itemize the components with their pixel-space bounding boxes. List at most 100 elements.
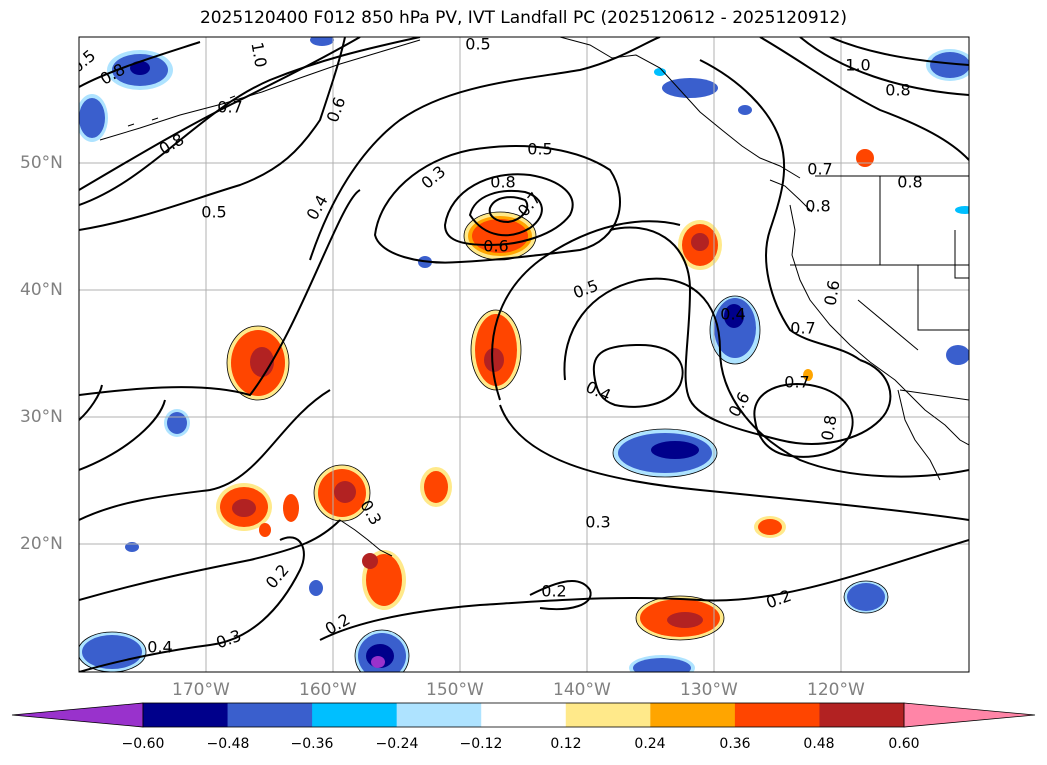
contour-label: 0.2 xyxy=(262,561,293,593)
colorbar-cell xyxy=(396,703,482,727)
colorbar-extend-max xyxy=(903,702,1036,728)
border-states-5 xyxy=(954,230,969,279)
lat-label-40: 40°N xyxy=(20,280,63,300)
contour-label: 0.5 xyxy=(570,276,600,303)
contour-label: 0.7 xyxy=(807,160,832,179)
colorbar-extend-min xyxy=(11,702,144,728)
contour-label: 0.2 xyxy=(763,586,793,613)
contour-label: 0.8 xyxy=(805,197,830,216)
patch-pos-7 xyxy=(283,494,299,522)
colorbar-tick-5: 0.12 xyxy=(550,736,582,752)
patch-neg-12 xyxy=(613,429,717,477)
contour-label: 1.0 xyxy=(247,41,270,69)
colorbar-cell xyxy=(650,703,736,727)
border-states-3 xyxy=(917,265,969,331)
contour-label: 0.8 xyxy=(156,130,188,159)
contour-label: 0.4 xyxy=(147,638,172,657)
patch-neg-6 xyxy=(738,105,752,115)
contour-label: 0.7 xyxy=(217,98,242,117)
patch-neg-15 xyxy=(844,581,888,613)
contour-label: 0.6 xyxy=(820,279,843,307)
contour-label: 0.2 xyxy=(322,610,354,639)
patch-pos-4 xyxy=(471,310,521,390)
lat-label-50: 50°N xyxy=(20,153,63,173)
patch-pos-5 xyxy=(856,149,874,167)
colorbar-tick-6: 0.24 xyxy=(634,736,666,752)
patch-pos-10 xyxy=(362,550,406,610)
patch-pos-2 xyxy=(678,220,722,270)
colorbar-tick-7: 0.36 xyxy=(719,736,751,752)
border-mexico xyxy=(899,389,969,401)
contour-label: 0.8 xyxy=(490,173,515,192)
contour-label: 0.3 xyxy=(585,513,610,532)
border-states-4 xyxy=(857,299,919,351)
contour-label: 0.2 xyxy=(541,582,566,601)
coast-bc xyxy=(769,179,813,213)
contour-label: 0.5 xyxy=(465,35,490,54)
patch-pos-9 xyxy=(420,467,452,507)
lon-label-140w: 140°W xyxy=(553,680,611,700)
colorbar-cell xyxy=(227,703,313,727)
coast-us-west xyxy=(789,204,969,446)
patch-pos-8 xyxy=(314,465,370,521)
colorbar-tick-3: −0.24 xyxy=(375,736,419,752)
patch-neg-7 xyxy=(955,206,969,214)
map-frame xyxy=(78,36,970,673)
colorbar-cell xyxy=(481,703,567,727)
contour-label: 0.3 xyxy=(418,162,450,193)
contour-label: 0.4 xyxy=(583,377,614,405)
contours xyxy=(79,37,969,672)
patch-pos-14 xyxy=(803,369,813,381)
patch-neg-4 xyxy=(926,49,969,81)
contour-label: 0.3 xyxy=(213,626,243,653)
patch-pos-6 xyxy=(216,483,272,531)
contour-label: 0.8 xyxy=(817,414,840,442)
contour-label: 0.8 xyxy=(897,173,922,192)
colorbar-cell xyxy=(312,703,398,727)
contour-label: 0.5 xyxy=(68,46,100,77)
colorbar-cell xyxy=(734,703,820,727)
patch-neg-5 xyxy=(654,68,718,98)
colorbar-tick-2: −0.36 xyxy=(290,736,334,752)
contour-label: 0.7 xyxy=(784,373,809,392)
coast-hawaii xyxy=(339,519,393,557)
islands-1 xyxy=(127,95,236,127)
patch-neg-18 xyxy=(629,655,695,672)
lon-label-160w: 160°W xyxy=(299,680,357,700)
patch-pos-13 xyxy=(259,523,271,537)
colorbar-tick-9: 0.60 xyxy=(888,736,920,752)
colorbar-tick-4: −0.12 xyxy=(459,736,503,752)
patch-neg-2 xyxy=(79,94,108,142)
patch-outlines xyxy=(79,211,889,672)
patch-pos-12 xyxy=(754,516,786,538)
lon-label-130w: 130°W xyxy=(680,680,738,700)
coast-aleutians xyxy=(99,39,421,141)
contour-label: 0.4 xyxy=(720,305,745,324)
coast-baja xyxy=(897,389,941,481)
contour-label: 0.6 xyxy=(725,389,754,421)
lon-label-120w: 120°W xyxy=(807,680,865,700)
colorbar xyxy=(11,702,1036,728)
contour-label: 0.7 xyxy=(790,319,815,338)
colorbar-tick-1: −0.48 xyxy=(206,736,250,752)
colorbar-cell xyxy=(819,703,905,727)
patch-neg-11 xyxy=(164,409,190,437)
graticule xyxy=(79,37,969,672)
colorbar-cell xyxy=(143,703,229,727)
lat-label-20: 20°N xyxy=(20,534,63,554)
colorbar-tick-0: −0.60 xyxy=(121,736,165,752)
contour-label: 0.6 xyxy=(483,237,508,256)
patch-pos-11 xyxy=(636,596,724,640)
contour-label: 0.4 xyxy=(303,192,332,224)
contour-label: 0.5 xyxy=(201,203,226,222)
contour-label: 0.5 xyxy=(527,140,552,159)
patch-neg-14 xyxy=(309,580,323,596)
lon-label-170w: 170°W xyxy=(172,680,230,700)
coast-alaska xyxy=(559,37,801,179)
coastlines xyxy=(99,37,969,557)
contour-label: 1.0 xyxy=(845,56,870,75)
anomaly-patches xyxy=(79,37,969,672)
colorbar-tick-8: 0.48 xyxy=(803,736,835,752)
patch-neg-17 xyxy=(355,630,409,672)
